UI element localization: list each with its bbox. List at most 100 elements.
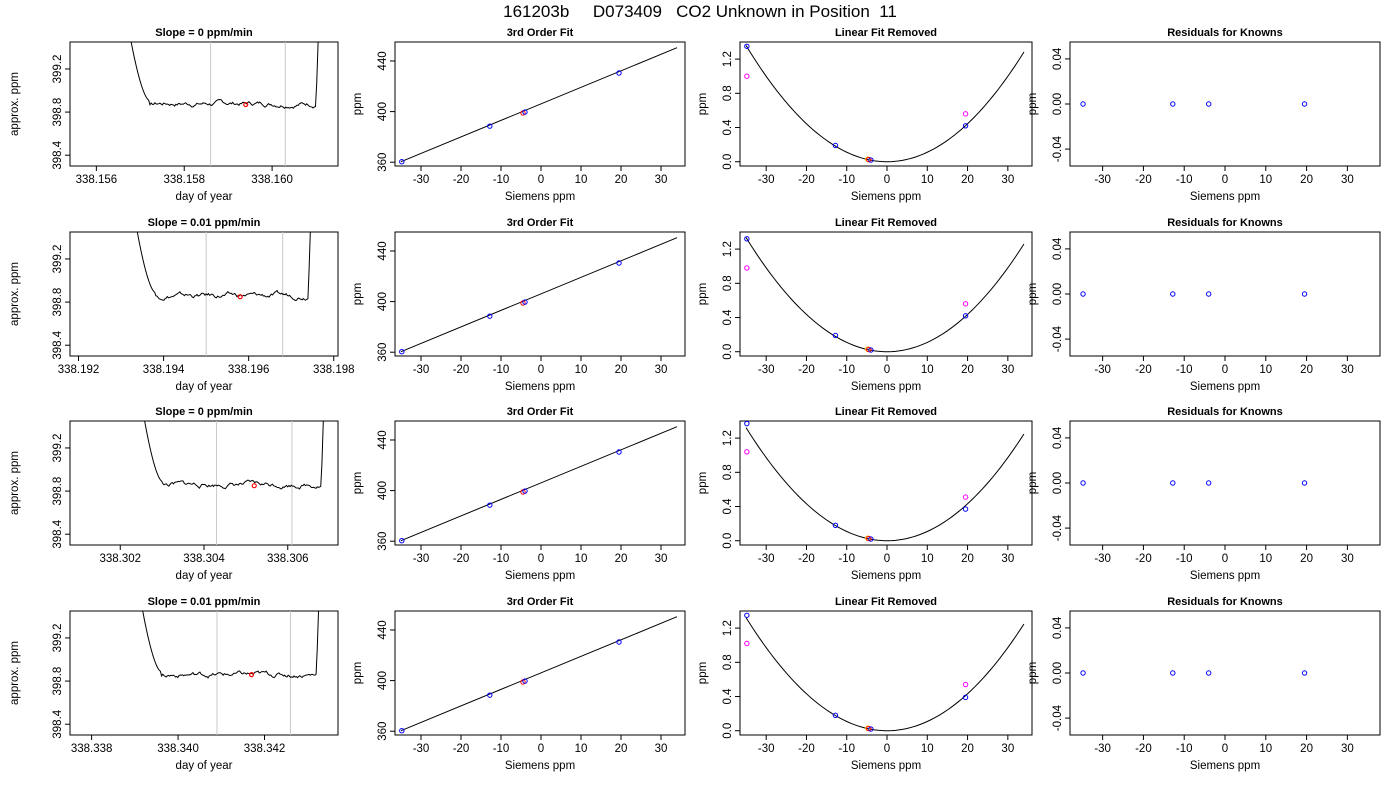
- plot-area: [744, 236, 1025, 353]
- data-point: [1080, 480, 1086, 486]
- x-tick-label: 10: [575, 174, 588, 186]
- x-tick-label: 30: [1001, 364, 1014, 376]
- x-tick-label: 338.196: [228, 364, 270, 376]
- data-point: [744, 73, 750, 79]
- x-axis-label: Siemens ppm: [1190, 760, 1260, 772]
- x-tick-label: -10: [1176, 364, 1193, 376]
- y-tick-label: 0.00: [1052, 93, 1064, 115]
- plot-frame: [739, 420, 1033, 546]
- y-axis-label: ppm: [697, 93, 709, 115]
- x-tick-label: -20: [453, 743, 470, 755]
- x-tick-label: -20: [1135, 174, 1152, 186]
- x-axis-label: day of year: [176, 570, 233, 582]
- panel-title: Residuals for Knowns: [1167, 217, 1283, 229]
- y-tick-label: 360: [377, 343, 389, 362]
- x-tick-label: -30: [1094, 174, 1111, 186]
- x-tick-label: 0: [884, 743, 890, 755]
- x-tick-label: -30: [1094, 364, 1111, 376]
- x-tick-label: -10: [493, 174, 510, 186]
- data-point: [1301, 670, 1308, 676]
- data-point: [744, 265, 750, 271]
- data-point: [1170, 480, 1176, 486]
- y-axis-label: approx. ppm: [9, 451, 21, 515]
- x-tick-label: 10: [1259, 553, 1272, 565]
- plot-area: [1080, 101, 1308, 107]
- y-axis-label: ppm: [1027, 283, 1039, 305]
- data-point: [522, 678, 528, 684]
- data-point: [487, 502, 493, 508]
- plot-frame: [394, 41, 686, 167]
- data-point: [868, 726, 874, 732]
- data-point: [522, 109, 528, 115]
- panel-title: 3rd Order Fit: [507, 596, 574, 608]
- y-tick-label: 1.2: [722, 241, 734, 257]
- y-tick-label: 398.8: [52, 98, 64, 127]
- data-point: [522, 299, 528, 305]
- y-tick-label: 398.8: [52, 288, 64, 317]
- y-axis-label: approx. ppm: [9, 72, 21, 136]
- x-tick-label: -20: [453, 553, 470, 565]
- quadratic-curve: [745, 617, 1025, 732]
- quadratic-curve: [745, 237, 1025, 353]
- data-point: [1205, 291, 1212, 297]
- x-tick-label: 20: [615, 174, 628, 186]
- x-tick-label: -10: [838, 743, 855, 755]
- x-tick-label: -10: [1176, 743, 1193, 755]
- data-point: [399, 158, 405, 165]
- x-tick-label: 20: [1300, 743, 1313, 755]
- data-point: [616, 70, 622, 76]
- x-tick-label: -10: [838, 553, 855, 565]
- concentration-trace: [142, 611, 320, 679]
- plot-area: [1080, 480, 1308, 486]
- data-point: [487, 123, 493, 129]
- x-tick-label: 20: [615, 553, 628, 565]
- y-tick-label: 0.0: [722, 533, 734, 549]
- quadratic-curve: [745, 427, 1025, 542]
- x-axis-label: Siemens ppm: [1190, 570, 1260, 582]
- y-tick-label: 399.2: [52, 55, 64, 84]
- y-tick-label: 0.8: [722, 85, 734, 101]
- data-point: [744, 612, 750, 618]
- concentration-trace: [136, 232, 311, 302]
- y-tick-label: 440: [377, 51, 389, 70]
- y-tick-label: 360: [377, 722, 389, 741]
- y-tick-label: 398.4: [52, 330, 64, 359]
- x-tick-label: 30: [1001, 743, 1014, 755]
- panel-title: Linear Fit Removed: [835, 27, 937, 39]
- y-tick-label: 0.4: [722, 498, 734, 515]
- y-tick-label: 400: [377, 292, 389, 311]
- x-tick-label: 0: [884, 364, 890, 376]
- y-tick-label: 0.00: [1052, 283, 1064, 305]
- data-point: [744, 421, 750, 427]
- x-tick-label: -20: [798, 743, 815, 755]
- data-point: [1170, 670, 1176, 676]
- data-point: [399, 537, 405, 544]
- x-tick-label: -30: [413, 553, 430, 565]
- y-tick-label: 0.00: [1052, 662, 1064, 684]
- x-tick-label: -10: [493, 743, 510, 755]
- data-point: [399, 727, 405, 734]
- plot-frame: [1069, 41, 1381, 167]
- x-tick-label: 10: [1259, 743, 1272, 755]
- data-point: [399, 348, 405, 355]
- data-point: [522, 488, 528, 494]
- data-point: [1301, 291, 1308, 297]
- concentration-trace: [130, 42, 319, 109]
- x-tick-label: 338.302: [99, 553, 141, 565]
- x-tick-label: -20: [798, 364, 815, 376]
- x-tick-label: 338.340: [157, 743, 199, 755]
- x-tick-label: -30: [758, 174, 775, 186]
- y-tick-label: -0.04: [1052, 325, 1064, 352]
- x-axis-label: Siemens ppm: [505, 760, 575, 772]
- y-axis-label: ppm: [1027, 472, 1039, 494]
- data-point: [962, 111, 969, 117]
- data-point: [1205, 670, 1212, 676]
- x-tick-label: 10: [921, 174, 934, 186]
- y-tick-label: 0.04: [1052, 237, 1064, 260]
- x-tick-label: -20: [1135, 553, 1152, 565]
- panel-1-2: 3rd Order Fit -30 -20 -10 0 10 20 30 360 400 440 Si…: [352, 27, 686, 203]
- x-tick-label: 10: [575, 553, 588, 565]
- x-tick-label: 20: [615, 743, 628, 755]
- panel-3-3: Linear Fit Removed -30 -20 -10 0 10 20 30 0.0 0.4…: [697, 406, 1033, 582]
